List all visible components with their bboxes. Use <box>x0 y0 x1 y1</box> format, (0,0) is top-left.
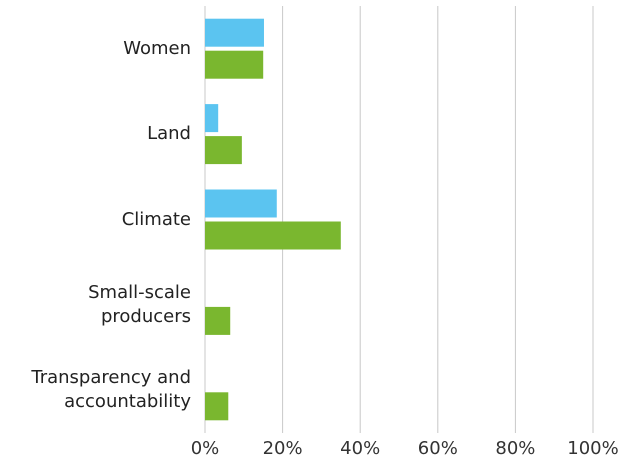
bar <box>205 18 264 47</box>
bar <box>205 136 242 165</box>
y-tick-label: Women <box>123 37 191 59</box>
x-tick-label: 80% <box>495 438 536 459</box>
bar <box>205 306 231 335</box>
y-tick-label: Transparency and accountability <box>31 367 191 413</box>
x-tick-label: 40% <box>340 438 381 459</box>
bar <box>205 221 341 250</box>
x-tick-label: 0% <box>190 438 220 459</box>
bar <box>205 104 219 133</box>
x-tick-label: 60% <box>417 438 458 459</box>
bar <box>205 392 229 421</box>
x-tick-label: 100% <box>567 438 619 459</box>
bar <box>205 189 277 218</box>
y-tick-label: Climate <box>121 208 191 230</box>
bar <box>205 50 264 79</box>
x-tick-label: 20% <box>262 438 303 459</box>
y-tick-label: Small-scale producers <box>88 281 191 327</box>
y-tick-label: Land <box>147 123 191 145</box>
